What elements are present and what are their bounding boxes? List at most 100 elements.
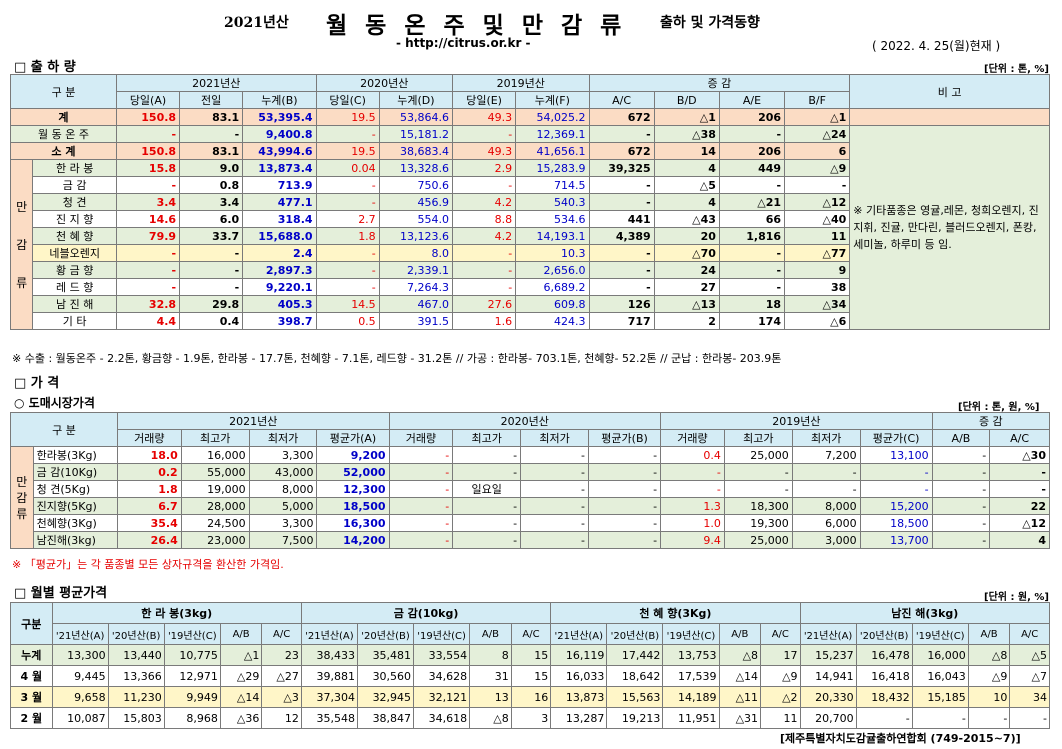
data-cell: - [520, 531, 590, 549]
data-cell: 25,000 [723, 531, 793, 549]
data-cell: 27 [653, 278, 720, 296]
header-cell: 최저가 [520, 429, 590, 447]
data-cell: - [718, 176, 786, 194]
data-cell: 318.4 [242, 210, 317, 228]
data-cell: 13,100 [859, 446, 933, 464]
data-cell: 1.3 [660, 497, 725, 515]
data-cell: 7,264.3 [378, 278, 454, 296]
data-cell: 7,500 [248, 531, 318, 549]
data-cell: 1.0 [660, 514, 725, 532]
data-cell: 18,642 [606, 665, 664, 687]
data-cell: - [115, 261, 181, 279]
header-cell: '20년산(B) [107, 623, 165, 645]
data-cell: 9 [784, 261, 851, 279]
data-cell: - [179, 125, 244, 143]
data-cell: 17,442 [606, 644, 664, 666]
row-label: 소 계 [10, 142, 117, 160]
data-cell: 29.8 [179, 295, 244, 313]
data-cell: 53,395.4 [242, 108, 317, 126]
row-label: 레 드 향 [32, 278, 117, 296]
monthly-unit: [단위 : 원, %] [984, 592, 1050, 603]
data-cell: 3,000 [791, 531, 861, 549]
data-cell: - [588, 463, 662, 481]
data-cell: - [115, 244, 181, 262]
data-cell: - [388, 497, 454, 515]
data-cell: 714.5 [515, 176, 590, 194]
row-label: 4 월 [10, 665, 53, 687]
monthly-price-table: 구분 한 라 봉(3kg) 금 감(10kg) 천 혜 향(3Kg) 남진 해(3kg)… [10, 602, 1051, 729]
header-cell: 최저가 [791, 429, 861, 447]
header-cell: 한 라 봉(3kg) [51, 602, 302, 624]
data-cell: 750.6 [378, 176, 454, 194]
data-cell: - [660, 480, 725, 498]
data-cell: 4.2 [452, 193, 517, 211]
data-cell: - [315, 278, 380, 296]
data-cell: 398.7 [242, 312, 317, 330]
data-cell: 24,500 [180, 514, 250, 532]
data-cell: 25,000 [723, 446, 793, 464]
header-cell: 거래량 [660, 429, 725, 447]
data-cell: 174 [718, 312, 786, 330]
data-cell: - [315, 261, 380, 279]
data-cell: 2,656.0 [515, 261, 590, 279]
data-cell: 0.5 [315, 312, 380, 330]
header-cell: 누계(F) [515, 91, 590, 109]
header-cell: 당일(A) [115, 91, 181, 109]
data-cell: 18,500 [316, 497, 390, 515]
data-cell: 12,971 [163, 665, 221, 687]
data-cell: 672 [588, 108, 655, 126]
data-cell: 9,949 [163, 686, 221, 708]
data-cell: - [388, 463, 454, 481]
group-label-char: 감 [16, 490, 28, 505]
data-cell: △36 [219, 707, 263, 729]
data-cell: 1.8 [315, 227, 380, 245]
data-cell: △11 [718, 686, 762, 708]
data-cell: - [718, 125, 786, 143]
data-cell: 18,432 [855, 686, 913, 708]
header-cell: 구 분 [10, 412, 118, 447]
data-cell: 38,847 [356, 707, 415, 729]
header-cell: 최고가 [452, 429, 522, 447]
data-cell: 13,300 [51, 644, 109, 666]
data-cell: 38,683.4 [378, 142, 454, 160]
data-cell: 405.3 [242, 295, 317, 313]
header-cell: A/B [931, 429, 991, 447]
data-cell: 31 [469, 665, 512, 687]
data-cell: 10 [967, 686, 1011, 708]
table-row: 계 150.8 83.1 53,395.4 19.5 53,864.6 49.3 54,025… [10, 108, 1050, 126]
data-cell: 609.8 [515, 295, 590, 313]
data-cell: 13,700 [859, 531, 933, 549]
data-cell: 27.6 [452, 295, 517, 313]
data-cell: 126 [588, 295, 655, 313]
data-cell: △5 [1009, 644, 1050, 666]
data-cell: - [179, 278, 244, 296]
data-cell: 34 [1009, 686, 1050, 708]
data-cell: 18.0 [116, 446, 182, 464]
data-cell: - [588, 480, 662, 498]
row-label: 천 혜 향 [32, 227, 117, 245]
data-cell: 9,658 [51, 686, 109, 708]
data-cell: 717 [588, 312, 655, 330]
row-label: 남 진 해 [32, 295, 117, 313]
data-cell: 5,000 [248, 497, 318, 515]
table-header-row: 당일(A) 전일 누계(B) 당일(C) 누계(D) 당일(E) 누계(F) A/C B/D A/… [11, 91, 1050, 109]
data-cell: - [315, 125, 380, 143]
data-cell: 554.0 [378, 210, 454, 228]
data-cell: △7 [1009, 665, 1050, 687]
data-cell: 15,803 [107, 707, 165, 729]
data-cell: - [723, 480, 793, 498]
data-cell: 17,539 [662, 665, 720, 687]
data-cell: - [588, 261, 655, 279]
data-cell: 16 [510, 686, 552, 708]
data-cell: - [931, 480, 991, 498]
data-cell: 35.4 [116, 514, 182, 532]
data-cell: △43 [653, 210, 720, 228]
data-cell: 17 [760, 644, 801, 666]
header-cell: 최고가 [723, 429, 793, 447]
row-label: 황 금 향 [32, 261, 117, 279]
header-cell: A/B [967, 623, 1011, 645]
shipment-section-title: □ 출 하 량 [14, 60, 76, 75]
data-cell: 13 [469, 686, 512, 708]
data-cell: 83.1 [179, 142, 244, 160]
data-cell: - [315, 193, 380, 211]
